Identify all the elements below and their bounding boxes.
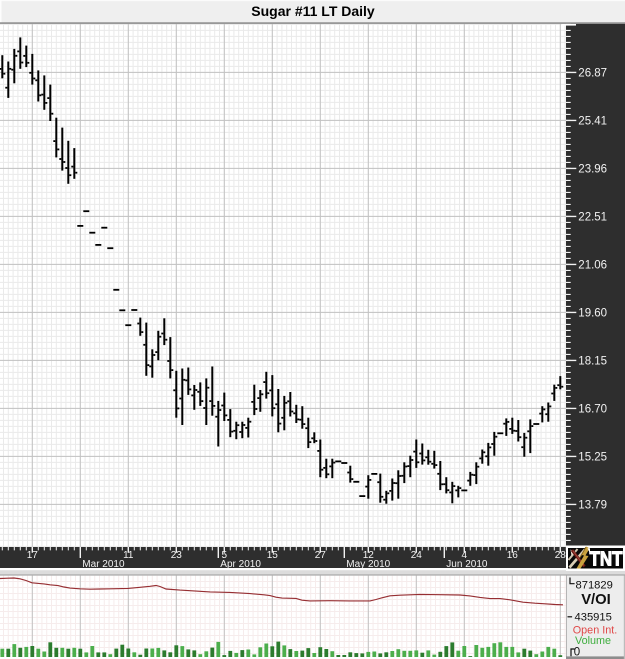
svg-text:26.87: 26.87 <box>578 67 607 79</box>
svg-text:Sugar #11 LT Daily: Sugar #11 LT Daily <box>251 3 375 19</box>
svg-text:17: 17 <box>27 550 39 561</box>
svg-text:11: 11 <box>123 550 134 561</box>
svg-text:4: 4 <box>462 550 468 561</box>
svg-text:Apr 2010: Apr 2010 <box>220 559 261 570</box>
svg-text:28: 28 <box>555 550 567 561</box>
svg-text:16: 16 <box>507 550 519 561</box>
svg-text:21.06: 21.06 <box>578 259 607 271</box>
svg-text:Open Int.: Open Int. <box>573 624 617 636</box>
svg-text:Mar 2010: Mar 2010 <box>82 559 125 570</box>
svg-text:15: 15 <box>267 550 279 561</box>
svg-text:23: 23 <box>171 550 183 561</box>
svg-text:22.51: 22.51 <box>578 211 607 223</box>
svg-text:May 2010: May 2010 <box>346 559 390 570</box>
svg-text:19.60: 19.60 <box>578 307 607 319</box>
svg-text:25.41: 25.41 <box>578 115 607 127</box>
svg-text:24: 24 <box>411 550 423 561</box>
svg-text:871829: 871829 <box>576 580 613 592</box>
svg-text:5: 5 <box>222 550 228 561</box>
svg-text:Jun 2010: Jun 2010 <box>446 559 488 570</box>
svg-text:13.79: 13.79 <box>578 499 607 511</box>
svg-text:V/OI: V/OI <box>581 592 611 608</box>
svg-text:15.25: 15.25 <box>578 451 607 463</box>
svg-text:27: 27 <box>315 550 327 561</box>
svg-text:18.15: 18.15 <box>578 355 607 367</box>
svg-text:16.70: 16.70 <box>578 403 607 415</box>
svg-text:TNT: TNT <box>590 548 623 571</box>
svg-text:23.96: 23.96 <box>578 163 607 175</box>
svg-text:435915: 435915 <box>575 611 612 623</box>
svg-text:12: 12 <box>363 550 375 561</box>
svg-text:Volume: Volume <box>575 635 611 647</box>
svg-text:0: 0 <box>574 646 580 658</box>
